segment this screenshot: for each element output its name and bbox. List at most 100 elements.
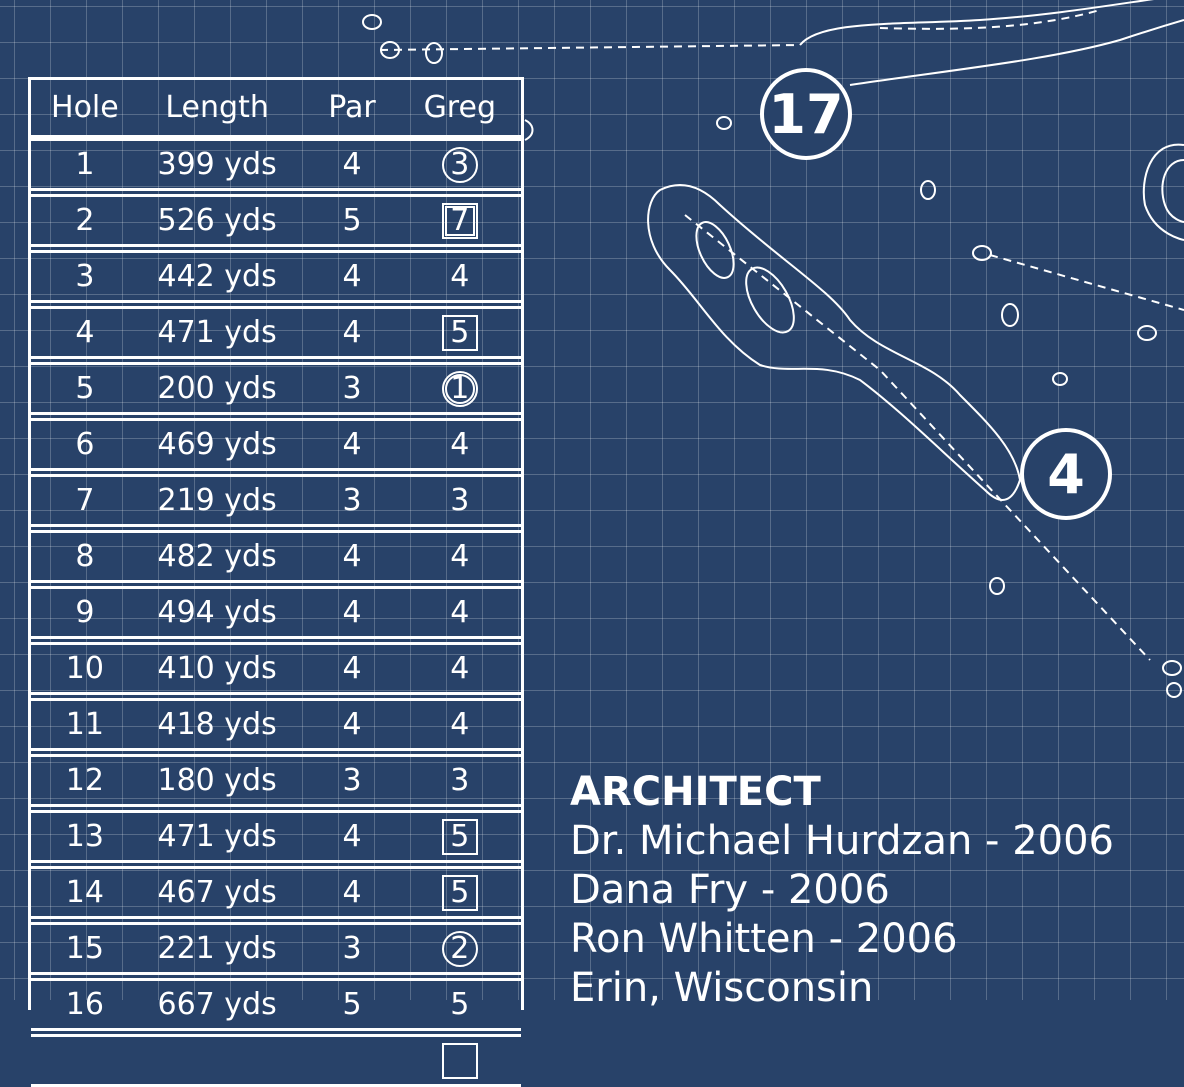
- hole-par: 4: [342, 539, 362, 574]
- fairway-17: [799, 0, 1184, 86]
- hole-number: 9: [75, 595, 95, 630]
- score-cell: 5: [399, 314, 521, 351]
- score-none: 3: [450, 482, 470, 518]
- hole-number: 4: [75, 315, 95, 350]
- hole-par: 5: [342, 203, 362, 238]
- header-length: Length: [165, 90, 269, 125]
- score-cell: 3: [399, 146, 521, 183]
- hole-number: 15: [65, 931, 104, 966]
- hole-par: 3: [342, 371, 362, 406]
- hole-par: 4: [342, 259, 362, 294]
- table-row: 10 410 yds 4 4: [31, 642, 521, 695]
- score-cell: 4: [399, 595, 521, 631]
- score-cell: 5: [399, 987, 521, 1023]
- table-row: 4 471 yds 4 5: [31, 306, 521, 359]
- score-none: 3: [450, 762, 470, 798]
- score-cell: 4: [399, 427, 521, 463]
- table-row: 2 526 yds 5 7: [31, 194, 521, 247]
- hole-length: 494 yds: [157, 595, 277, 630]
- hole-length: 442 yds: [157, 259, 277, 294]
- hole-length: 471 yds: [157, 315, 277, 350]
- score-double-square: 7: [441, 202, 478, 239]
- bunker: [745, 266, 795, 334]
- table-row: 7 219 yds 3 3: [31, 474, 521, 527]
- course-map: [362, 0, 1184, 698]
- hole-par: 3: [342, 483, 362, 518]
- header-player: Greg: [423, 90, 496, 125]
- bunker: [695, 221, 735, 279]
- hole-length: 471 yds: [157, 819, 277, 854]
- hole-length: 399 yds: [157, 147, 277, 182]
- score-square: 5: [441, 314, 478, 351]
- table-row-partial: [31, 1034, 521, 1087]
- hole-number: 3: [75, 259, 95, 294]
- table-row: 15 221 yds 3 2: [31, 922, 521, 975]
- table-row: 1 399 yds 4 3: [31, 138, 521, 191]
- hole-number: 2: [75, 203, 95, 238]
- score-square: 5: [441, 818, 478, 855]
- hole-par: 4: [342, 651, 362, 686]
- table-row: 12 180 yds 3 3: [31, 754, 521, 807]
- score-none: 4: [450, 538, 470, 574]
- hole-number: 7: [75, 483, 95, 518]
- course-info: ARCHITECT Dr. Michael Hurdzan - 2006 Dan…: [570, 768, 1114, 1013]
- hole-par: 4: [342, 595, 362, 630]
- architect-line: Ron Whitten - 2006: [570, 916, 958, 962]
- hole-par: 4: [342, 427, 362, 462]
- score-circle: 2: [441, 930, 478, 967]
- blueprint-grid: [0, 0, 1184, 1000]
- score-cell: 1: [399, 370, 521, 407]
- score-double-circle: 1: [441, 370, 478, 407]
- score-cell: 4: [399, 651, 521, 687]
- hole-length: 418 yds: [157, 707, 277, 742]
- architect-line: Dr. Michael Hurdzan - 2006: [570, 818, 1115, 864]
- score-cell: 3: [399, 483, 521, 519]
- hole-badge-17: 17: [760, 68, 852, 160]
- score-cell: 4: [399, 539, 521, 575]
- hole-number: 14: [65, 875, 104, 910]
- hole-length: 469 yds: [157, 427, 277, 462]
- hole-par: 4: [342, 315, 362, 350]
- hole-par: 3: [342, 763, 362, 798]
- hole-par: 5: [342, 987, 362, 1022]
- score-cell: 3: [399, 763, 521, 799]
- header-par: Par: [328, 90, 376, 125]
- table-row: 16 667 yds 5 5: [31, 978, 521, 1031]
- hole-length: 667 yds: [157, 987, 277, 1022]
- score-none: 4: [450, 258, 470, 294]
- hole-length: 221 yds: [157, 931, 277, 966]
- table-row: 3 442 yds 4 4: [31, 250, 521, 303]
- dash-right: [989, 254, 1184, 311]
- dogleg-path: [379, 9, 1101, 51]
- hole-number: 5: [75, 371, 95, 406]
- hole-length: 526 yds: [157, 203, 277, 238]
- score-cell: 5: [399, 874, 521, 911]
- score-cell: 4: [399, 707, 521, 743]
- score-none: 4: [450, 594, 470, 630]
- fairway-4: [647, 184, 1022, 501]
- score-none: 4: [450, 650, 470, 686]
- table-row: 11 418 yds 4 4: [31, 698, 521, 751]
- hole-length: 482 yds: [157, 539, 277, 574]
- architect-line: Dana Fry - 2006: [570, 867, 890, 913]
- hole-par: 4: [342, 875, 362, 910]
- table-row: 14 467 yds 4 5: [31, 866, 521, 919]
- hole-length: 180 yds: [157, 763, 277, 798]
- hole-length: 200 yds: [157, 371, 277, 406]
- score-none: 4: [450, 706, 470, 742]
- hole-number: 6: [75, 427, 95, 462]
- hole-number: 10: [65, 651, 104, 686]
- table-row: 8 482 yds 4 4: [31, 530, 521, 583]
- hole-length: 410 yds: [157, 651, 277, 686]
- scorecard-header: Hole Length Par Greg: [31, 80, 521, 138]
- architect-title: ARCHITECT: [570, 769, 821, 815]
- hole-length: 219 yds: [157, 483, 277, 518]
- table-row: 6 469 yds 4 4: [31, 418, 521, 471]
- table-row: 13 471 yds 4 5: [31, 810, 521, 863]
- score-cell: 4: [399, 259, 521, 295]
- score-none: 4: [450, 426, 470, 462]
- hole-badge-4: 4: [1020, 428, 1112, 520]
- hole-number: 8: [75, 539, 95, 574]
- score-square: 5: [441, 874, 478, 911]
